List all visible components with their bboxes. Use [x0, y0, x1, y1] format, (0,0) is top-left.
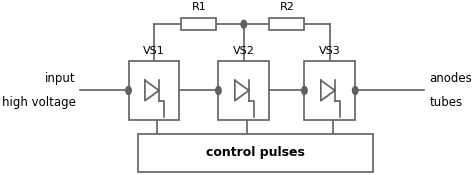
Bar — [128, 61, 179, 120]
Circle shape — [241, 20, 246, 28]
Bar — [181, 18, 217, 30]
Text: anodes: anodes — [429, 72, 472, 85]
Circle shape — [353, 86, 358, 95]
Text: R2: R2 — [279, 2, 294, 12]
Text: R1: R1 — [191, 2, 206, 12]
Text: VS2: VS2 — [233, 46, 255, 56]
Circle shape — [216, 86, 221, 95]
Text: VS1: VS1 — [143, 46, 165, 56]
Text: control pulses: control pulses — [206, 146, 305, 159]
Text: VS3: VS3 — [319, 46, 341, 56]
Text: input: input — [45, 72, 76, 85]
Text: tubes: tubes — [429, 96, 463, 109]
Circle shape — [126, 86, 131, 95]
Text: high voltage: high voltage — [2, 96, 76, 109]
Bar — [269, 18, 304, 30]
Bar — [138, 134, 373, 172]
Bar — [219, 61, 269, 120]
Circle shape — [301, 86, 307, 95]
Bar — [304, 61, 355, 120]
